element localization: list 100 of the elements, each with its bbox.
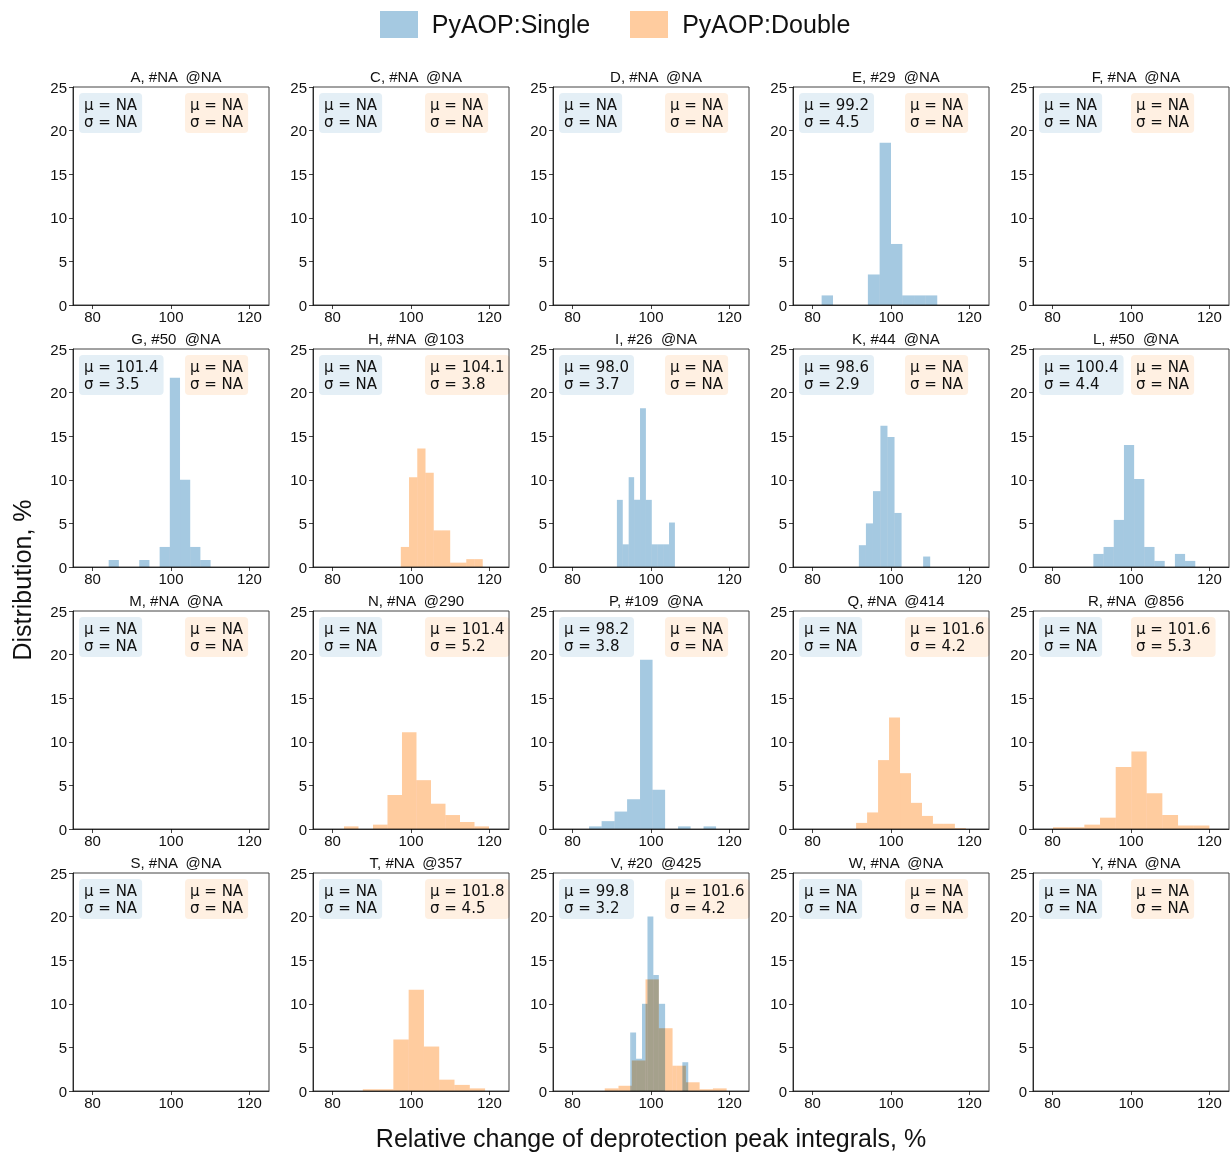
y-tick-label: 0 [538, 820, 547, 838]
annotation: μ = NA σ = NA [910, 357, 964, 393]
y-tick-label: 20 [290, 384, 307, 402]
x-axis-title: Relative change of deprotection peak integrals, % [375, 1124, 927, 1153]
x-tick-label: 80 [1044, 308, 1061, 325]
annotation: μ = 100.4 σ = 4.4 [1044, 357, 1119, 393]
y-tick-label: 0 [538, 558, 547, 576]
annotation: μ = NA σ = NA [324, 357, 378, 393]
y-tick-label: 10 [290, 733, 307, 751]
annotation: μ = NA σ = NA [804, 881, 858, 917]
y-tick-label: 15 [770, 951, 787, 969]
y-tick-label: 20 [530, 908, 547, 926]
annotation: μ = NA σ = NA [910, 95, 964, 131]
x-tick-label: 100 [1118, 308, 1144, 325]
x-tick-label: 120 [956, 570, 982, 587]
annotation: μ = NA σ = NA [670, 619, 724, 655]
x-tick-label: 120 [716, 832, 742, 849]
x-tick-label: 120 [716, 570, 742, 587]
y-tick-label: 0 [1018, 1082, 1027, 1100]
y-tick-label: 10 [50, 995, 67, 1013]
legend-label: PyAOP:Double [682, 10, 851, 39]
x-tick-label: 80 [324, 570, 341, 587]
y-tick-label: 0 [58, 558, 67, 576]
legend-label: PyAOP:Single [431, 10, 591, 39]
annotation: μ = NA σ = NA [190, 357, 244, 393]
x-tick-label: 80 [564, 308, 581, 325]
y-tick-label: 20 [290, 908, 307, 926]
y-tick-label: 10 [50, 471, 67, 489]
x-tick-label: 80 [564, 570, 581, 587]
annotation: μ = NA σ = NA [84, 619, 138, 655]
chart-title: F, #NA @NA [1091, 68, 1181, 85]
x-tick-label: 100 [1118, 570, 1144, 587]
y-tick-label: 15 [530, 951, 547, 969]
y-tick-label: 5 [778, 1038, 787, 1056]
y-tick-label: 15 [50, 951, 67, 969]
y-tick-label: 25 [290, 78, 307, 96]
y-tick-label: 0 [58, 1082, 67, 1100]
y-tick-label: 25 [530, 864, 547, 882]
x-tick-label: 120 [476, 308, 502, 325]
annotation: μ = NA σ = NA [1044, 95, 1098, 131]
annotation: μ = 99.2 σ = 4.5 [804, 95, 870, 131]
y-tick-label: 10 [770, 995, 787, 1013]
y-tick-label: 0 [538, 296, 547, 314]
annotation: μ = NA σ = NA [1136, 881, 1190, 917]
x-tick-label: 80 [804, 308, 821, 325]
chart-title: L, #50 @NA [1092, 330, 1180, 347]
x-tick-label: 100 [398, 308, 424, 325]
x-tick-label: 100 [638, 308, 664, 325]
x-tick-label: 120 [1196, 1094, 1222, 1111]
chart-title: C, #NA @NA [370, 68, 462, 85]
y-tick-label: 15 [770, 689, 787, 707]
y-tick-label: 0 [778, 820, 787, 838]
x-tick-label: 100 [158, 1094, 184, 1111]
x-tick-label: 120 [236, 570, 262, 587]
y-tick-label: 15 [1010, 427, 1027, 445]
chart-title: N, #NA @290 [367, 592, 465, 609]
y-tick-label: 15 [1010, 689, 1027, 707]
y-tick-label: 0 [58, 820, 67, 838]
chart-title: K, #44 @NA [852, 330, 940, 347]
chart-title: M, #NA @NA [129, 592, 223, 609]
annotation: μ = 98.6 σ = 2.9 [804, 357, 870, 393]
y-tick-label: 20 [50, 122, 67, 140]
y-tick-label: 0 [58, 296, 67, 314]
x-tick-label: 100 [878, 570, 904, 587]
x-tick-label: 100 [1118, 1094, 1144, 1111]
annotation: μ = 101.8 σ = 4.5 [430, 881, 505, 917]
y-tick-label: 15 [770, 427, 787, 445]
y-tick-label: 25 [1010, 340, 1027, 358]
y-tick-label: 25 [1010, 78, 1027, 96]
y-tick-label: 0 [1018, 558, 1027, 576]
y-tick-label: 5 [1018, 252, 1027, 270]
x-tick-label: 100 [398, 832, 424, 849]
y-tick-label: 10 [530, 209, 547, 227]
annotation: μ = NA σ = NA [1136, 95, 1190, 131]
y-tick-label: 20 [770, 646, 787, 664]
x-tick-label: 120 [1196, 570, 1222, 587]
x-tick-label: 100 [158, 570, 184, 587]
x-tick-label: 120 [716, 1094, 742, 1111]
y-tick-label: 10 [1010, 209, 1027, 227]
y-tick-label: 0 [298, 296, 307, 314]
chart-title: G, #50 @NA [131, 330, 221, 347]
x-tick-label: 120 [476, 570, 502, 587]
annotation: μ = 99.8 σ = 3.2 [564, 881, 630, 917]
y-tick-label: 5 [58, 776, 67, 794]
annotation: μ = NA σ = NA [670, 95, 724, 131]
x-tick-label: 120 [956, 1094, 982, 1111]
x-tick-label: 100 [638, 832, 664, 849]
y-tick-label: 25 [50, 340, 67, 358]
y-tick-label: 25 [1010, 602, 1027, 620]
annotation: μ = NA σ = NA [1044, 881, 1098, 917]
x-tick-label: 120 [236, 308, 262, 325]
annotation: μ = NA σ = NA [910, 881, 964, 917]
chart-title: E, #29 @NA [852, 68, 940, 85]
annotation: μ = NA σ = NA [324, 95, 378, 131]
x-tick-label: 80 [564, 1094, 581, 1111]
chart-title: R, #NA @856 [1087, 592, 1185, 609]
x-tick-label: 120 [956, 308, 982, 325]
y-tick-label: 5 [58, 514, 67, 532]
x-tick-label: 120 [716, 308, 742, 325]
y-tick-label: 5 [1018, 514, 1027, 532]
